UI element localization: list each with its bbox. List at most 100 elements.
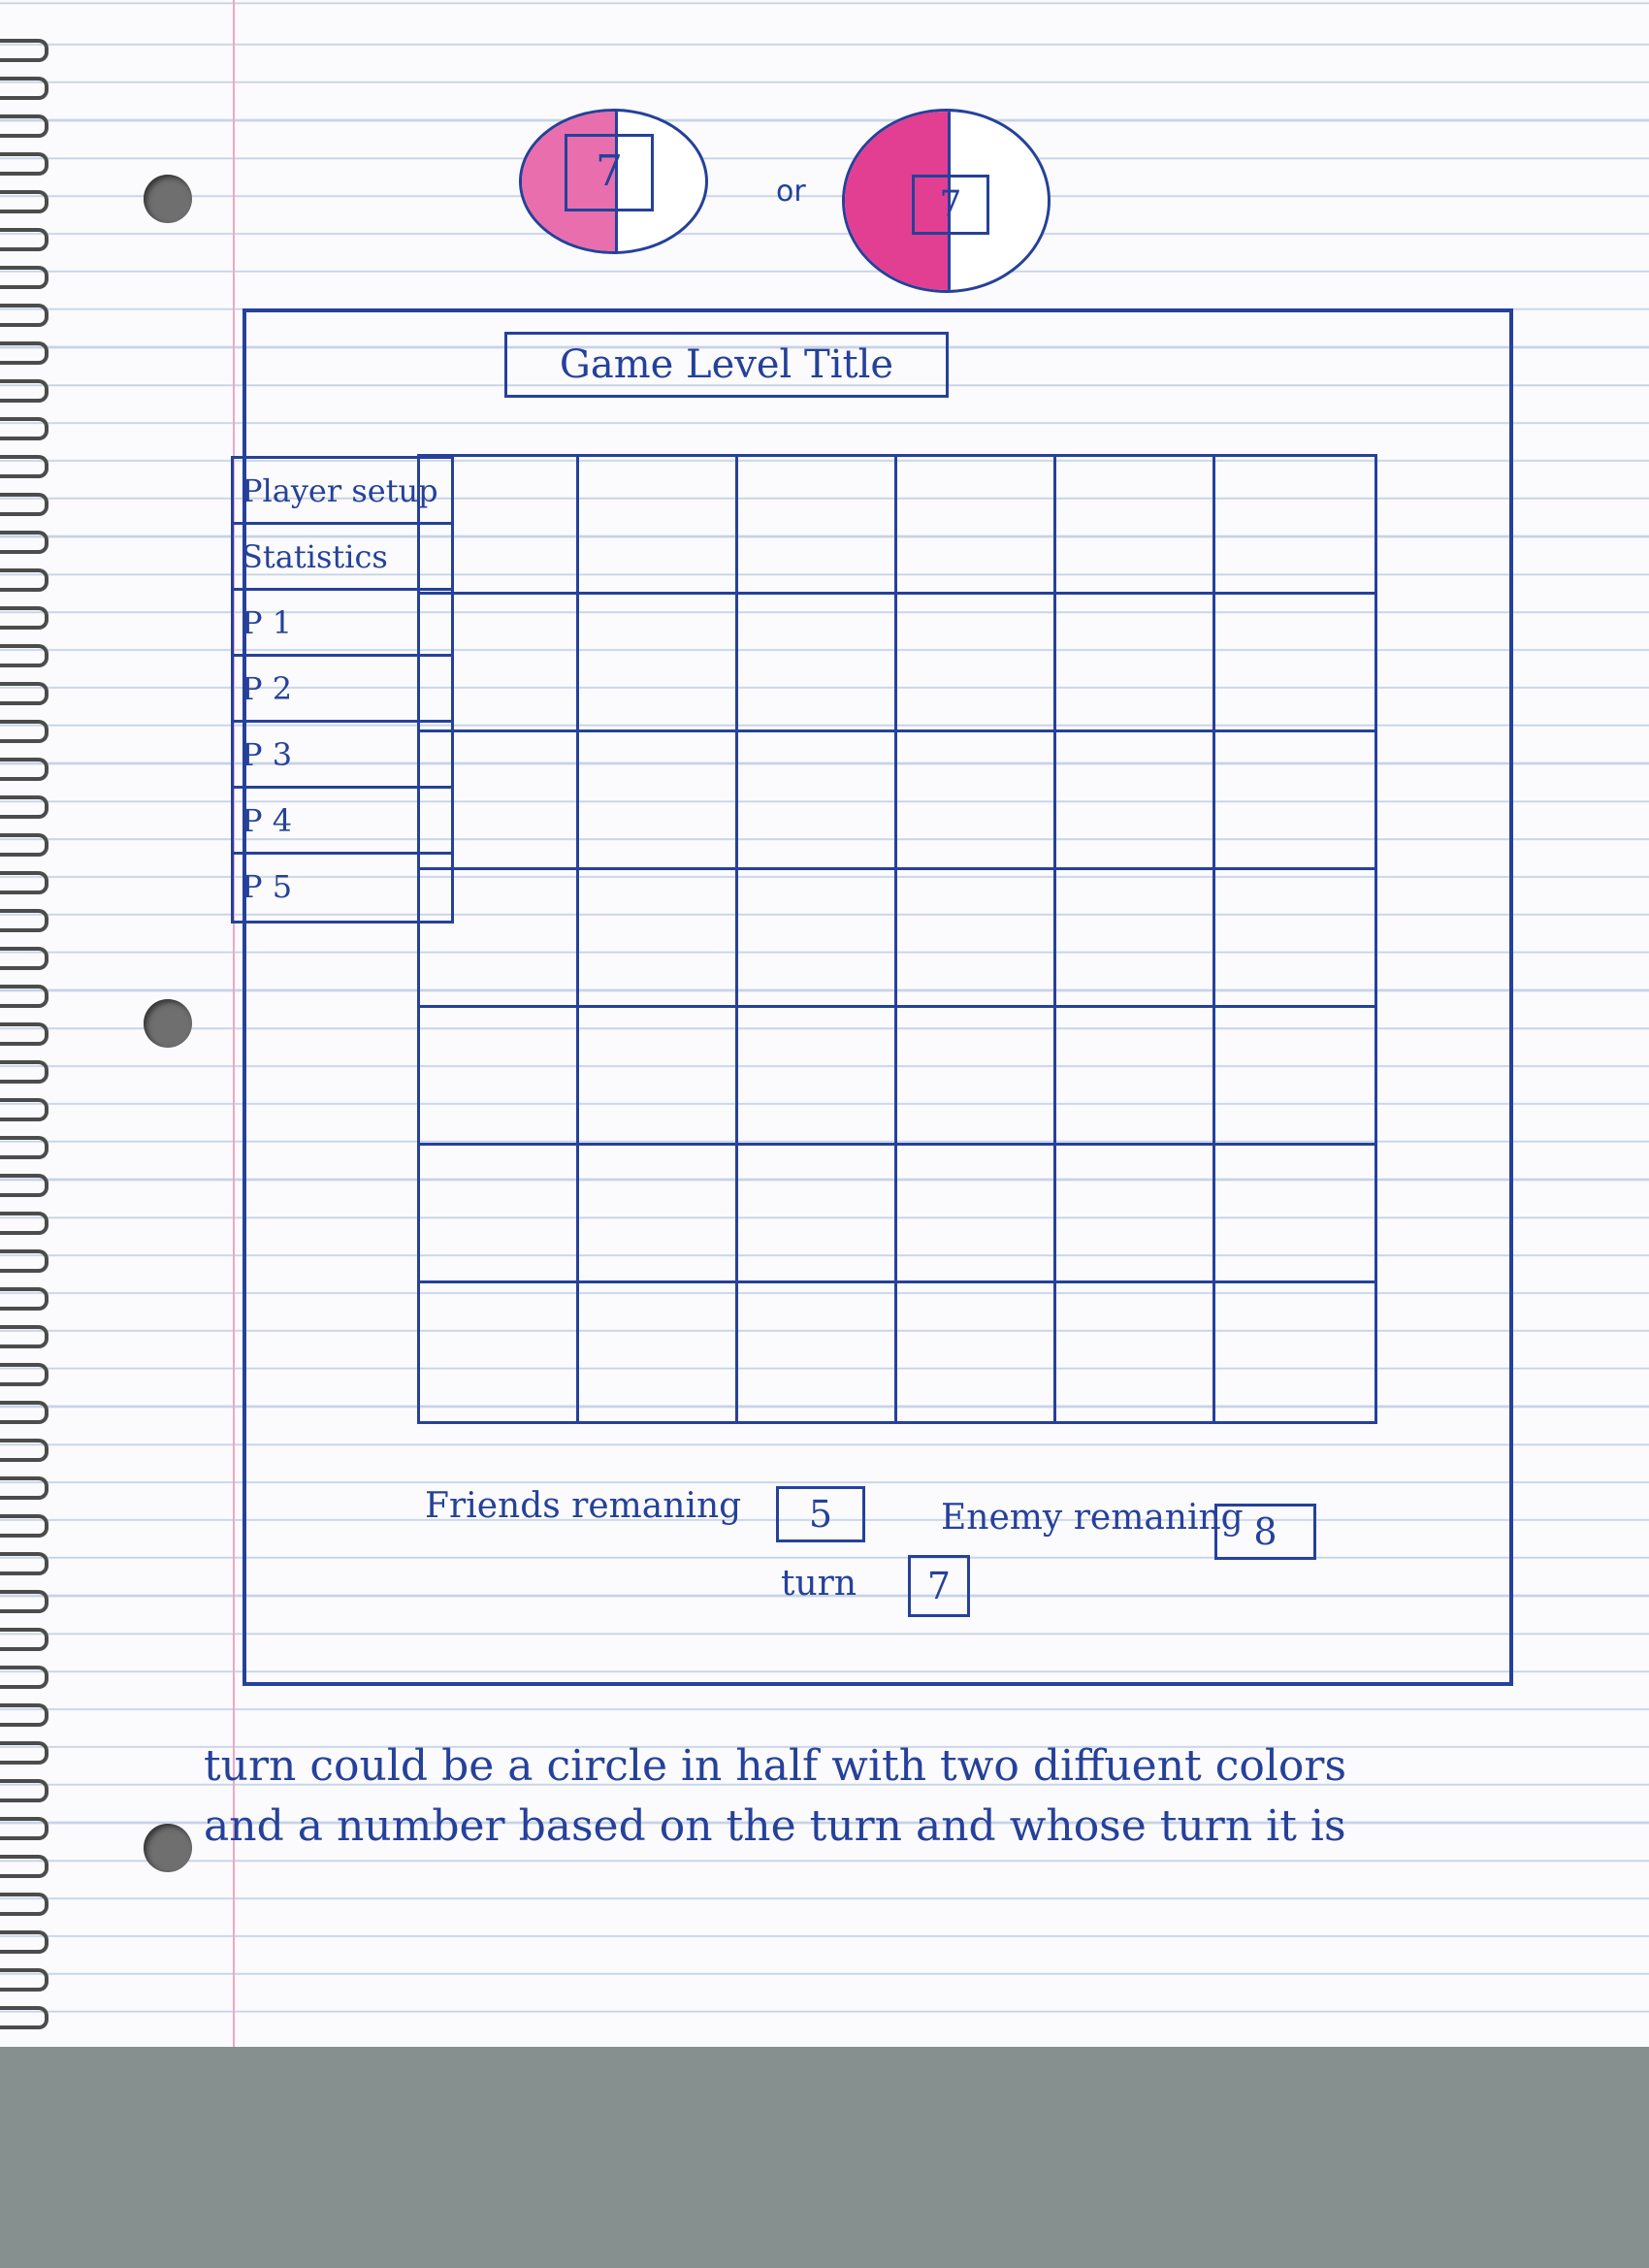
spiral-coil	[0, 1703, 48, 1727]
board-cell[interactable]	[738, 457, 897, 595]
menu-item-p2[interactable]: P 2	[234, 657, 451, 723]
board-cell[interactable]	[420, 870, 579, 1008]
board-cell[interactable]	[579, 1008, 738, 1146]
board-cell[interactable]	[1215, 595, 1374, 732]
spiral-coil	[0, 795, 48, 819]
spiral-coil	[0, 2006, 48, 2029]
board-cell[interactable]	[1215, 457, 1374, 595]
spiral-coil	[0, 417, 48, 440]
spiral-coil	[0, 1098, 48, 1121]
board-cell[interactable]	[420, 1008, 579, 1146]
board-cell[interactable]	[738, 870, 897, 1008]
spiral-coil	[0, 833, 48, 857]
board-cell[interactable]	[420, 1283, 579, 1421]
board-cell[interactable]	[579, 457, 738, 595]
board-cell[interactable]	[1056, 1283, 1215, 1421]
spiral-coil	[0, 1249, 48, 1273]
spiral-coil	[0, 1930, 48, 1954]
board-cell[interactable]	[738, 1146, 897, 1283]
spiral-coil	[0, 1439, 48, 1462]
board-cell[interactable]	[1056, 732, 1215, 870]
spiral-coil	[0, 909, 48, 932]
board-cell[interactable]	[1215, 1146, 1374, 1283]
board-cell[interactable]	[579, 595, 738, 732]
board-cell[interactable]	[420, 1146, 579, 1283]
spiral-coil	[0, 1590, 48, 1613]
spiral-coil	[0, 1476, 48, 1500]
spiral-coil	[0, 985, 48, 1008]
spiral-coil	[0, 1363, 48, 1386]
board-cell[interactable]	[738, 1283, 897, 1421]
turn-number-option-a: 7	[565, 134, 654, 211]
spiral-coil	[0, 1401, 48, 1424]
menu-item-p4[interactable]: P 4	[234, 789, 451, 855]
board-cell[interactable]	[738, 595, 897, 732]
menu-item-p3[interactable]: P 3	[234, 723, 451, 789]
menu-item-p1[interactable]: P 1	[234, 591, 451, 657]
spiral-coil	[0, 1060, 48, 1084]
friends-remaining-label: Friends remaning	[425, 1486, 742, 1526]
spiral-coil	[0, 266, 48, 289]
board-cell[interactable]	[897, 870, 1056, 1008]
board-cell[interactable]	[897, 1146, 1056, 1283]
spiral-coil	[0, 1855, 48, 1878]
spiral-coil	[0, 39, 48, 62]
spiral-coil	[0, 1136, 48, 1159]
spiral-coil	[0, 1893, 48, 1916]
board-cell[interactable]	[897, 595, 1056, 732]
board-cell[interactable]	[420, 595, 579, 732]
board-cell[interactable]	[1056, 870, 1215, 1008]
board-cell[interactable]	[897, 1008, 1056, 1146]
board-cell[interactable]	[579, 870, 738, 1008]
board-cell[interactable]	[579, 1146, 738, 1283]
spiral-coil	[0, 455, 48, 478]
spiral-coil	[0, 1628, 48, 1651]
spiral-coil	[0, 304, 48, 327]
spiral-coil	[0, 1022, 48, 1046]
board-cell[interactable]	[579, 1283, 738, 1421]
board-cell[interactable]	[1215, 870, 1374, 1008]
board-cell[interactable]	[1056, 1008, 1215, 1146]
spiral-coil	[0, 644, 48, 667]
spiral-coil	[0, 341, 48, 365]
punch-hole	[144, 175, 192, 223]
board-cell[interactable]	[897, 1283, 1056, 1421]
spiral-coil	[0, 758, 48, 781]
spiral-coil	[0, 1779, 48, 1802]
spiral-coil	[0, 531, 48, 554]
design-note: turn could be a circle in half with two …	[204, 1741, 1347, 1851]
enemy-remaining-label: Enemy remaning	[941, 1498, 1244, 1538]
spiral-coil	[0, 568, 48, 592]
board-cell[interactable]	[738, 732, 897, 870]
board-cell[interactable]	[1215, 1283, 1374, 1421]
spiral-coil	[0, 379, 48, 403]
turn-value: 7	[908, 1555, 970, 1617]
friends-remaining-value: 5	[776, 1486, 865, 1542]
board-cell[interactable]	[897, 732, 1056, 870]
turn-indicator-option-b	[842, 109, 1051, 293]
spiral-coil	[0, 1174, 48, 1197]
board-cell[interactable]	[420, 732, 579, 870]
board-cell[interactable]	[1215, 732, 1374, 870]
spiral-coil	[0, 190, 48, 213]
spiral-coil	[0, 947, 48, 970]
menu-item-statistics[interactable]: Statistics	[234, 525, 451, 591]
spiral-coil	[0, 1666, 48, 1689]
enemy-remaining-value: 8	[1214, 1504, 1316, 1560]
menu-item-player-setup[interactable]: Player setup	[234, 459, 451, 525]
board-cell[interactable]	[897, 457, 1056, 595]
spiral-coil	[0, 682, 48, 705]
game-window	[242, 308, 1513, 1686]
spiral-coil	[0, 1514, 48, 1538]
spiral-coil	[0, 152, 48, 176]
board-cell[interactable]	[1056, 457, 1215, 595]
board-cell[interactable]	[1056, 595, 1215, 732]
board-cell[interactable]	[579, 732, 738, 870]
board-cell[interactable]	[420, 457, 579, 595]
board-cell[interactable]	[1056, 1146, 1215, 1283]
notebook-page	[0, 0, 1649, 2047]
board-cell[interactable]	[738, 1008, 897, 1146]
spiral-coil	[0, 1552, 48, 1575]
board-cell[interactable]	[1215, 1008, 1374, 1146]
menu-item-p5[interactable]: P 5	[242, 868, 293, 905]
